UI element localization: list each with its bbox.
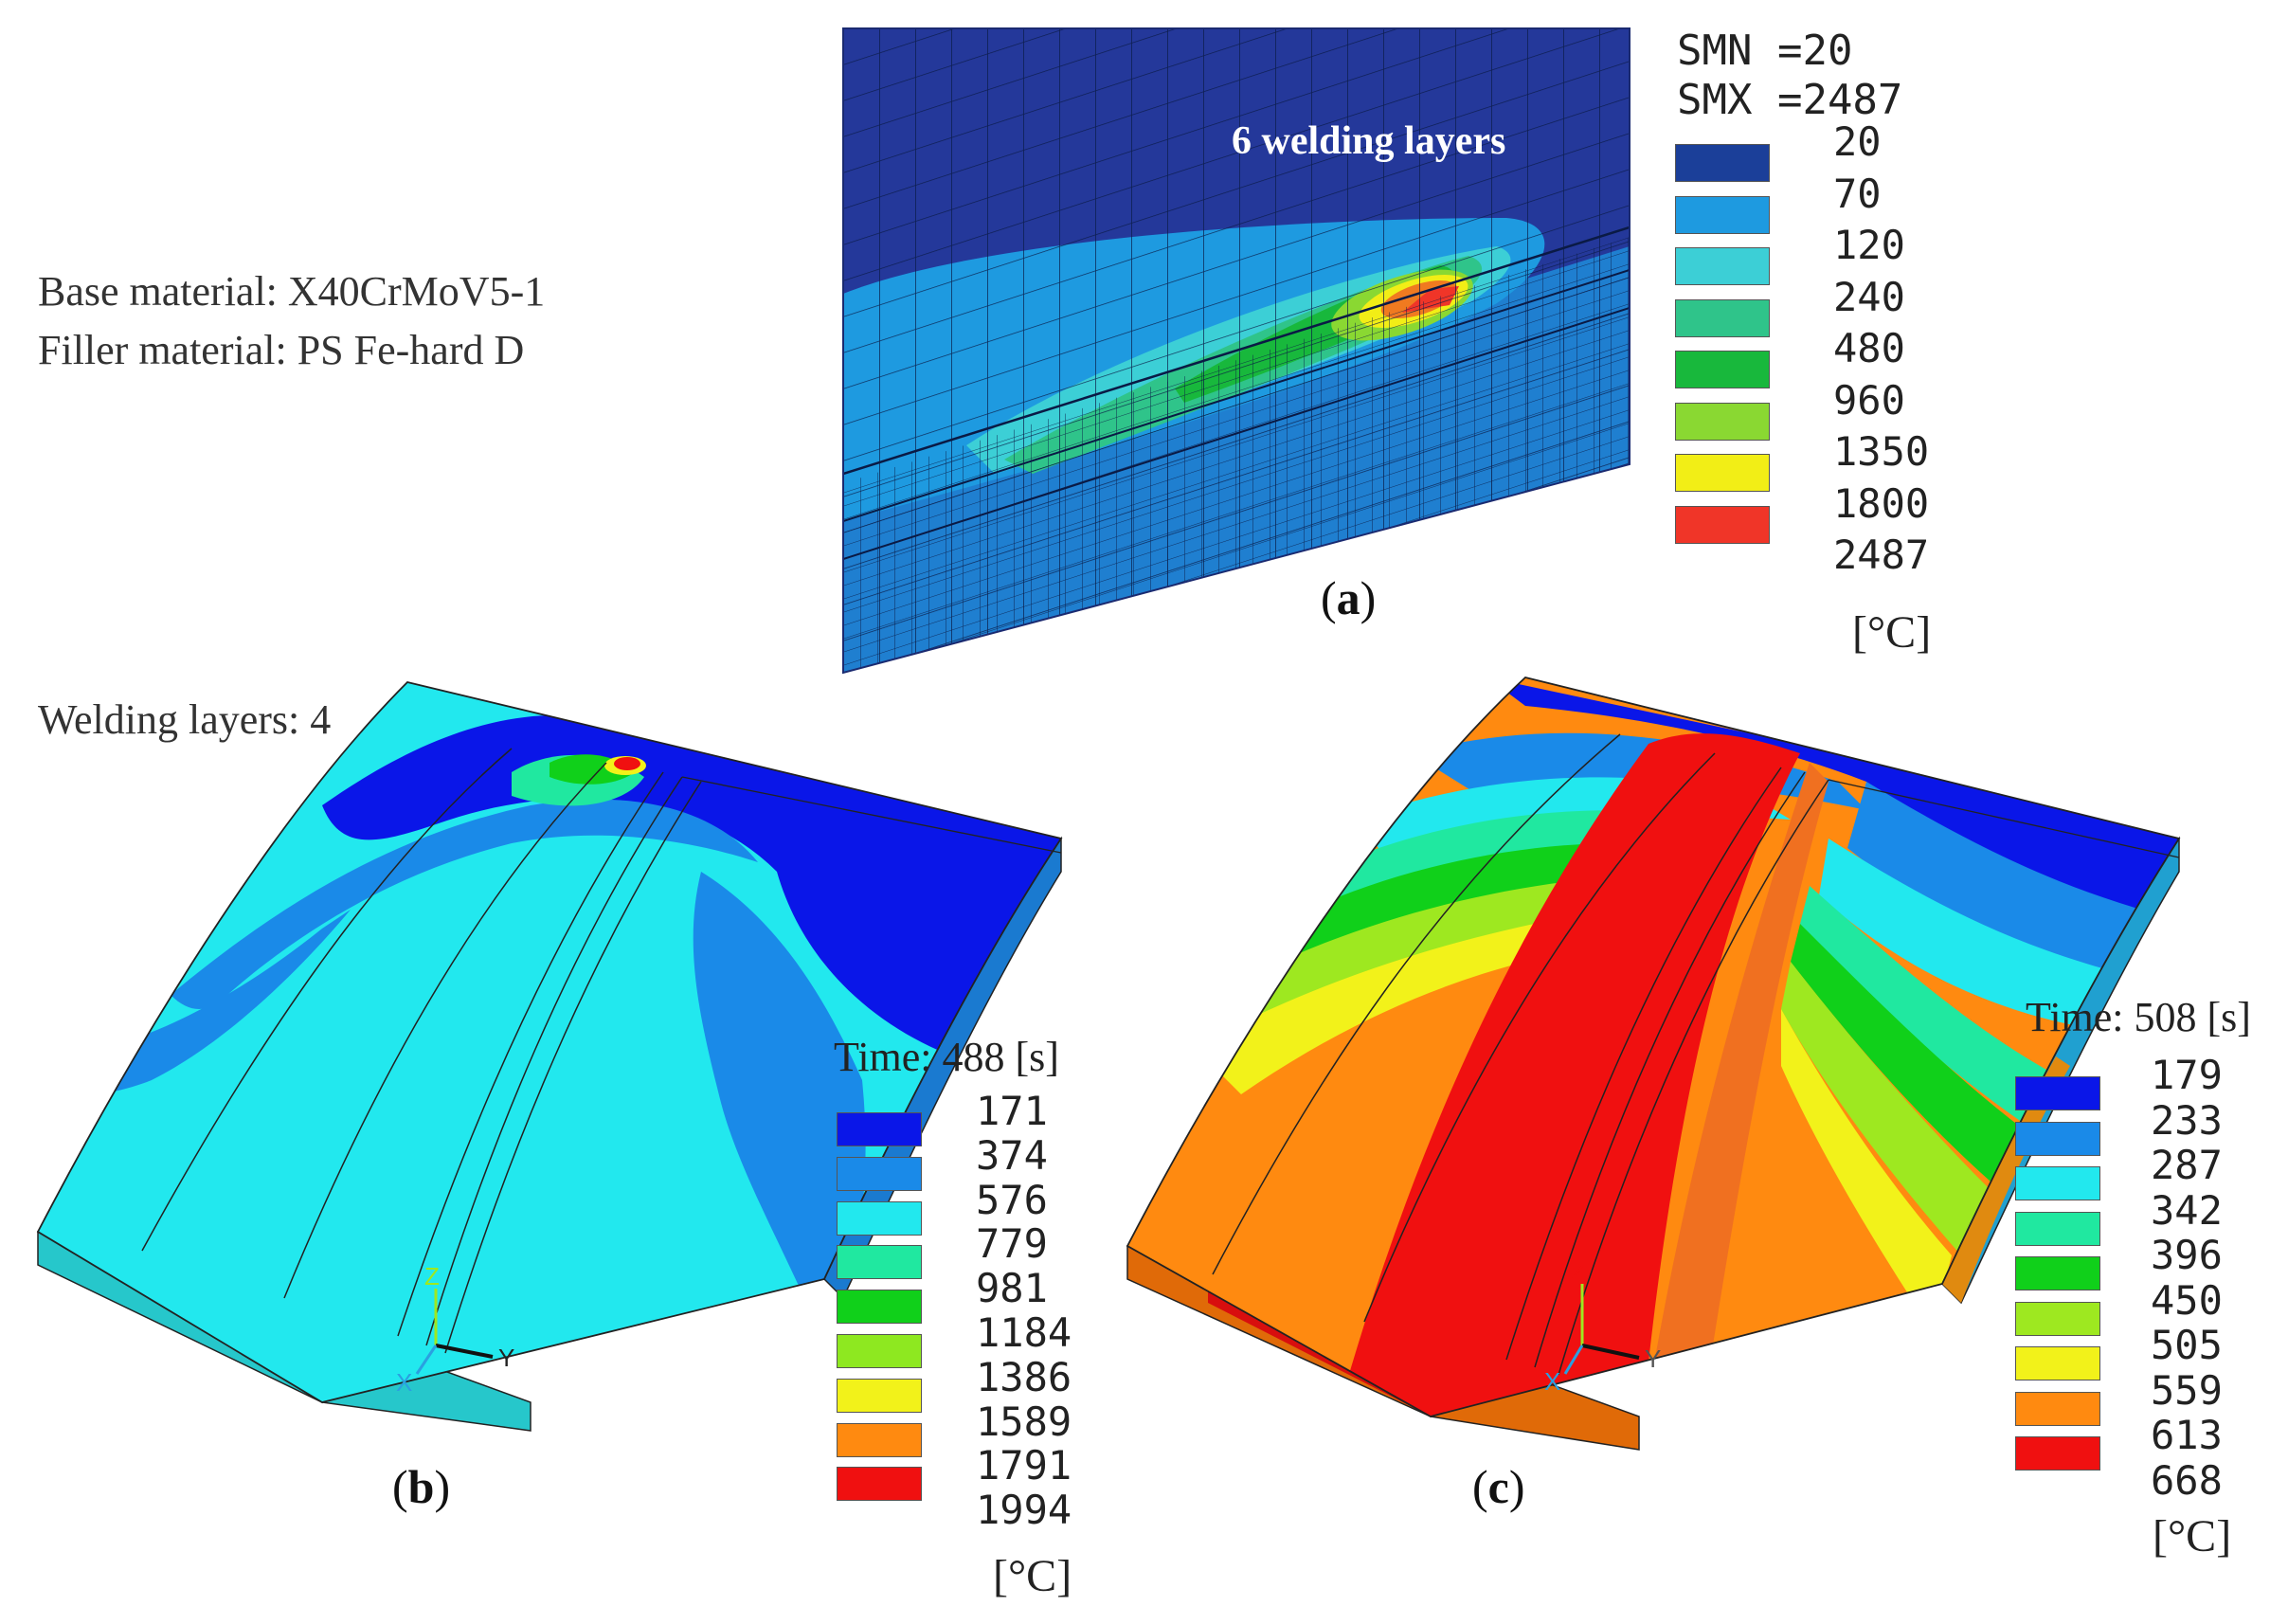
panel-a-level-1: 70	[1833, 170, 1882, 217]
panel-c-swatch-0	[2015, 1076, 2100, 1110]
panel-c-level-1: 233	[2151, 1096, 2223, 1144]
panel-c-axis-z: Z	[1571, 1257, 1586, 1286]
panel-c-swatch-7	[2015, 1391, 2100, 1426]
panel-a-level-5: 960	[1833, 376, 1905, 424]
panel-b-level-1: 374	[976, 1131, 1048, 1179]
panel-b-caption: (b)	[392, 1460, 451, 1513]
panel-b-level-9: 1994	[976, 1487, 1072, 1534]
panel-a-swatch-0	[1675, 144, 1770, 182]
panel-b-swatch-5	[837, 1334, 922, 1368]
panel-c-caption: (c)	[1472, 1460, 1525, 1513]
panel-b-level-0: 171	[976, 1088, 1048, 1134]
panel-b-level-7: 1589	[976, 1398, 1072, 1445]
panel-c-axis-y: Y	[1645, 1344, 1661, 1373]
panel-a-level-2: 120	[1833, 222, 1905, 268]
panel-b-swatch-2	[837, 1200, 922, 1236]
panel-b-swatch-4	[837, 1290, 922, 1325]
panel-a-inset-label: 6 welding layers	[1232, 119, 1505, 163]
panel-c-level-4: 396	[2151, 1232, 2223, 1278]
panel-c-level-7: 559	[2151, 1366, 2223, 1414]
panel-a-swatch-6	[1675, 454, 1770, 492]
panel-c-level-6: 505	[2151, 1322, 2223, 1368]
panel-b-swatch-8	[837, 1467, 922, 1502]
panel-b-axis-triad: Z Y X	[396, 1262, 514, 1397]
panel-c-level-2: 287	[2151, 1142, 2223, 1188]
panel-c-swatch-5	[2015, 1301, 2100, 1336]
panel-c-level-5: 450	[2151, 1276, 2223, 1324]
panel-a-swatch-5	[1675, 402, 1770, 441]
panel-c-axis-x: X	[1544, 1367, 1560, 1396]
panel-b-axis-z: Z	[424, 1262, 440, 1290]
panel-b-level-3: 779	[976, 1220, 1048, 1268]
base-material-note: Base material: X40CrMoV5-1	[38, 268, 546, 315]
panel-a-swatch-4	[1675, 351, 1770, 388]
panel-a-level-0: 20	[1833, 118, 1882, 165]
panel-c-3d-plot: Z Y X	[1126, 677, 2181, 1451]
panel-a-smx: SMX =2487	[1677, 76, 1903, 124]
panel-c-swatch-1	[2015, 1121, 2100, 1156]
panel-c-unit: [°C]	[2153, 1511, 2232, 1561]
panel-a-caption: (a)	[1321, 571, 1377, 624]
panel-b-swatch-0	[837, 1112, 922, 1146]
panel-a-unit: [°C]	[1852, 607, 1932, 658]
panel-a-swatch-7	[1675, 505, 1770, 544]
panel-b-swatch-6	[837, 1378, 922, 1413]
panel-c-axis-triad: Z Y X	[1544, 1257, 1661, 1396]
panel-c-level-3: 342	[2151, 1186, 2223, 1234]
panel-a-swatch-2	[1675, 247, 1770, 285]
panel-b-time-label: Time: 488 [s]	[834, 1034, 1059, 1080]
panel-a-level-4: 480	[1833, 325, 1905, 371]
panel-c-swatch-4	[2015, 1256, 2100, 1290]
panel-b-level-2: 576	[976, 1176, 1048, 1223]
panel-c-swatch-6	[2015, 1346, 2100, 1380]
panel-a-swatch-1	[1675, 195, 1770, 234]
panel-a-level-3: 240	[1833, 273, 1905, 320]
panel-b-level-8: 1791	[976, 1442, 1072, 1489]
panel-a-level-6: 1350	[1833, 428, 1930, 475]
panel-c-level-0: 179	[2151, 1052, 2223, 1098]
panel-b-level-5: 1184	[976, 1309, 1072, 1356]
panel-a-level-7: 1800	[1833, 479, 1930, 527]
panel-c-swatch-2	[2015, 1166, 2100, 1200]
panel-b-swatch-1	[837, 1156, 922, 1191]
panel-a-mesh-plot: 6 welding layers	[842, 27, 1630, 675]
welding-layers-note: Welding layers: 4	[38, 696, 332, 743]
panel-b-swatch-3	[837, 1245, 922, 1280]
panel-b-level-4: 981	[976, 1265, 1048, 1312]
panel-b-unit: [°C]	[993, 1551, 1072, 1601]
panel-c-level-9: 668	[2151, 1456, 2223, 1504]
panel-b-axis-x: X	[396, 1368, 412, 1397]
panel-c-swatch-8	[2015, 1436, 2100, 1471]
panel-c-swatch-3	[2015, 1211, 2100, 1246]
panel-a-swatch-3	[1675, 298, 1770, 337]
panel-c-level-8: 613	[2151, 1412, 2223, 1458]
panel-a-smn: SMN =20	[1677, 27, 1853, 75]
panel-c-time-label: Time: 508 [s]	[2026, 994, 2251, 1040]
panel-a-level-8: 2487	[1833, 532, 1930, 578]
panel-b-swatch-7	[837, 1422, 922, 1457]
filler-material-note: Filler material: PS Fe-hard D	[38, 327, 525, 373]
panel-b-axis-y: Y	[498, 1344, 514, 1372]
panel-b-level-6: 1386	[976, 1353, 1072, 1400]
